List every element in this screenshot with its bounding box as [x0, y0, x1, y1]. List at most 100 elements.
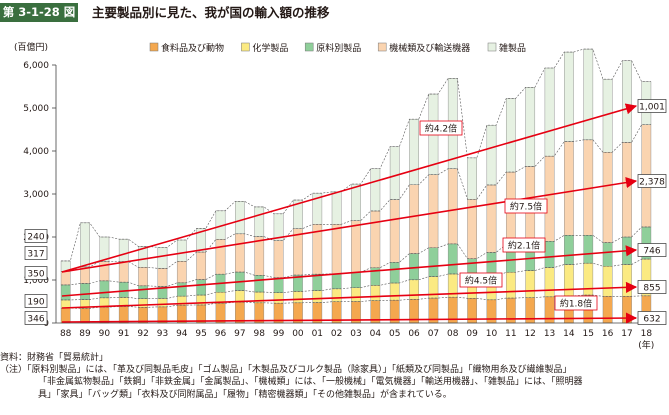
end-label-box-0 [637, 99, 667, 113]
bar-4-10 [486, 124, 497, 186]
y-tick-label-3: 3,000 [23, 190, 49, 200]
bar-0-96 [215, 303, 226, 324]
growth-label-0: 約4.2倍 [425, 123, 457, 135]
bar-4-90 [99, 236, 110, 262]
legend-swatch-3 [377, 42, 387, 52]
growth-box-4 [554, 295, 598, 311]
connector-2 [61, 226, 651, 287]
figure-notes: 資料：財務省「貿易統計」 （注）「原料別製品」には、「革及び同製品毛皮」「ゴム製… [0, 352, 669, 401]
x-tick-label-05: 05 [389, 329, 400, 339]
bar-4-02 [331, 191, 342, 225]
growth-box-0 [419, 120, 463, 136]
bar-1-00 [293, 291, 303, 303]
y-tick-label-5: 5,000 [23, 104, 49, 114]
x-tick-label-07: 07 [428, 329, 439, 339]
bar-3-97 [235, 233, 245, 273]
bar-1-92 [138, 298, 148, 308]
bar-2-03 [351, 272, 361, 288]
legend-swatch-4 [487, 42, 497, 52]
bar-4-89 [80, 222, 90, 268]
growth-box-3 [459, 272, 503, 288]
bar-2-16 [602, 242, 613, 267]
figure-number: 第 3-1-28 図 [0, 3, 78, 22]
note-line-3: 具」「家具」「バッグ類」「衣料及び同附属品」「履物」「精密機器類」「その他雑製品… [38, 389, 452, 400]
bar-3-08 [447, 168, 458, 245]
bar-2-14 [564, 235, 574, 265]
x-tick-label-16: 16 [602, 329, 614, 339]
connector-3 [61, 124, 651, 272]
growth-box-2 [502, 237, 546, 253]
bar-1-13 [544, 267, 555, 297]
x-tick-label-13: 13 [544, 329, 555, 339]
legend-swatch-1 [241, 42, 250, 52]
import-value-chart: (百億円)食料品及び動物化学製品原料別製品機械類及び輸送機器雑製品01,0002… [14, 41, 667, 351]
bar-2-88 [60, 284, 71, 301]
end-label-2: 746 [643, 246, 660, 256]
bar-4-09 [467, 157, 477, 200]
bar-1-99 [273, 292, 284, 304]
bar-1-97 [235, 290, 245, 303]
bar-3-99 [273, 240, 284, 278]
end-label-box-4 [637, 311, 667, 325]
bar-2-06 [409, 253, 419, 280]
bar-1-17 [622, 264, 632, 297]
y-tick-label-1: 1,000 [23, 276, 49, 286]
end-label-box-2 [637, 243, 667, 257]
bar-2-94 [176, 282, 187, 297]
x-tick-label-90: 90 [99, 329, 111, 339]
x-tick-label-09: 09 [466, 329, 478, 339]
bar-2-92 [138, 285, 148, 299]
bar-1-05 [389, 282, 400, 301]
x-tick-label-91: 91 [118, 329, 129, 339]
x-tick-label-94: 94 [176, 329, 188, 339]
bar-0-90 [99, 306, 110, 324]
note-line-2: 「非金属鉱物製品」「鉄鋼」「非鉄金属」「金属製品」、「機械類」には、「一般機械」… [38, 377, 583, 388]
growth-label-3: 約4.5倍 [465, 275, 497, 287]
start-label-box-3 [24, 294, 48, 308]
growth-arrow-2 [61, 245, 638, 297]
x-tick-label-03: 03 [350, 329, 361, 339]
legend-label-2: 原料別製品 [316, 42, 361, 54]
bar-2-90 [99, 280, 110, 299]
bar-4-13 [544, 67, 555, 157]
end-label-box-3 [637, 280, 667, 294]
bar-1-12 [525, 270, 536, 298]
bar-1-06 [409, 279, 419, 300]
connector-1 [61, 258, 651, 301]
bar-3-96 [215, 239, 226, 275]
growth-arrow-3 [61, 281, 638, 309]
bar-2-99 [273, 277, 284, 293]
x-tick-label-97: 97 [234, 329, 245, 339]
legend-label-0: 食料品及び動物 [161, 42, 224, 54]
growth-arrow-4 [61, 312, 638, 324]
x-tick-label-08: 08 [447, 329, 459, 339]
y-tick-label-6: 6,000 [23, 61, 49, 71]
bar-4-93 [157, 247, 168, 269]
bar-3-06 [409, 184, 419, 254]
bar-1-16 [602, 266, 613, 297]
bar-2-07 [428, 247, 439, 277]
x-tick-label-99: 99 [273, 329, 285, 339]
bar-4-15 [583, 48, 594, 141]
y-tick-label-4: 4,000 [23, 147, 49, 157]
start-label-1: 317 [27, 249, 44, 259]
bar-2-02 [331, 273, 342, 290]
legend-swatch-0 [149, 42, 159, 52]
bar-3-95 [196, 251, 207, 280]
start-label-2: 350 [27, 269, 44, 279]
bar-3-98 [254, 236, 265, 276]
bar-2-01 [312, 273, 323, 291]
legend-label-4: 雑製品 [499, 42, 526, 54]
x-tick-label-88: 88 [60, 329, 72, 339]
legend-label-3: 機械類及び輸送機器 [389, 42, 470, 54]
end-label-0: 1,001 [639, 102, 665, 112]
bar-1-01 [312, 290, 323, 303]
bar-3-92 [138, 267, 148, 287]
bar-1-03 [351, 287, 361, 302]
x-tick-label-95: 95 [195, 329, 206, 339]
note-line-1: （注）「原料別製品」には、「革及び同製品毛皮」「ゴム製品」「木製品及びコルク製品… [0, 365, 572, 376]
bar-1-15 [583, 263, 594, 296]
x-unit-label: (年) [638, 339, 654, 351]
bar-4-03 [351, 183, 361, 221]
x-tick-label-12: 12 [524, 329, 535, 339]
